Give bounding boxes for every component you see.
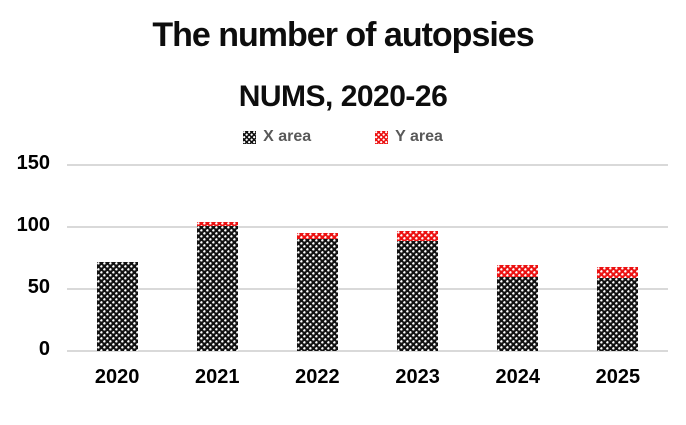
bar-2020-x-area-segment (96, 261, 138, 351)
bar-2024-y-area-segment (497, 265, 539, 277)
legend-swatch-icon (375, 130, 389, 144)
bar-2025-y-area-segment (597, 266, 639, 278)
bar-2025-x-area-segment (597, 277, 639, 351)
legend-swatch-icon (243, 130, 257, 144)
y-tick-label-50: 50 (27, 276, 50, 298)
legend-item-y-area: Y area (375, 128, 443, 146)
bar-2021-y-area-segment (196, 222, 238, 226)
gridline-100 (67, 226, 668, 228)
y-tick-label-100: 100 (16, 214, 50, 236)
legend-item-x-area: X area (243, 128, 311, 146)
bar-2022-y-area-segment (296, 233, 338, 240)
x-tick-label-2023: 2023 (395, 366, 440, 388)
chart-legend: X area Y area (0, 128, 686, 146)
chart-subtitle: NUMS, 2020-26 (238, 80, 448, 113)
bar-2023-x-area-segment (397, 240, 439, 351)
chart-title: The number of autopsies (152, 16, 534, 54)
legend-label: X area (263, 128, 312, 145)
x-tick-label-2024: 2024 (495, 366, 541, 388)
x-tick-label-2021: 2021 (195, 366, 240, 388)
bar-2023-y-area-segment (397, 230, 439, 241)
x-tick-label-2020: 2020 (94, 366, 140, 388)
bar-2022-x-area-segment (296, 239, 338, 351)
y-tick-label-150: 150 (16, 152, 50, 174)
x-tick-label-2022: 2022 (295, 366, 340, 388)
x-tick-label-2025: 2025 (595, 366, 641, 388)
gridline-50 (67, 288, 668, 290)
bar-2021-x-area-segment (196, 225, 238, 351)
gridline-150 (67, 164, 668, 166)
gridline-0 (67, 350, 668, 352)
legend-label: Y area (395, 128, 443, 145)
y-tick-label-0: 0 (38, 338, 50, 360)
bar-2024-x-area-segment (497, 276, 539, 351)
